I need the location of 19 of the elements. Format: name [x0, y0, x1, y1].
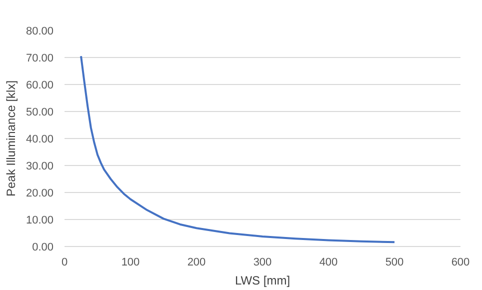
- x-tick-label: 100: [121, 256, 140, 268]
- line-series: [80, 55, 396, 244]
- y-tick-label: 30.00: [26, 160, 54, 172]
- y-tick-label: 0.00: [32, 242, 54, 254]
- x-axis-title: LWS [mm]: [234, 274, 290, 288]
- x-tick-label: 0: [61, 256, 68, 268]
- y-tick-label: 60.00: [26, 80, 54, 92]
- y-tick-label: 70.00: [26, 52, 54, 64]
- y-tick-label: 20.00: [26, 188, 54, 200]
- x-tick-label: 300: [253, 256, 272, 268]
- y-tick-label: 80.00: [26, 26, 54, 38]
- y-tick-label: 10.00: [26, 214, 54, 226]
- x-tick-label: 500: [385, 256, 404, 268]
- x-tick-label: 600: [451, 256, 470, 268]
- y-tick-label: 40.00: [26, 134, 54, 146]
- x-tick-label: 200: [187, 256, 206, 268]
- y-axis-title: Peak Illuminance [klx]: [4, 80, 18, 197]
- y-tick-label: 50.00: [26, 106, 54, 118]
- x-tick-label: 400: [319, 256, 338, 268]
